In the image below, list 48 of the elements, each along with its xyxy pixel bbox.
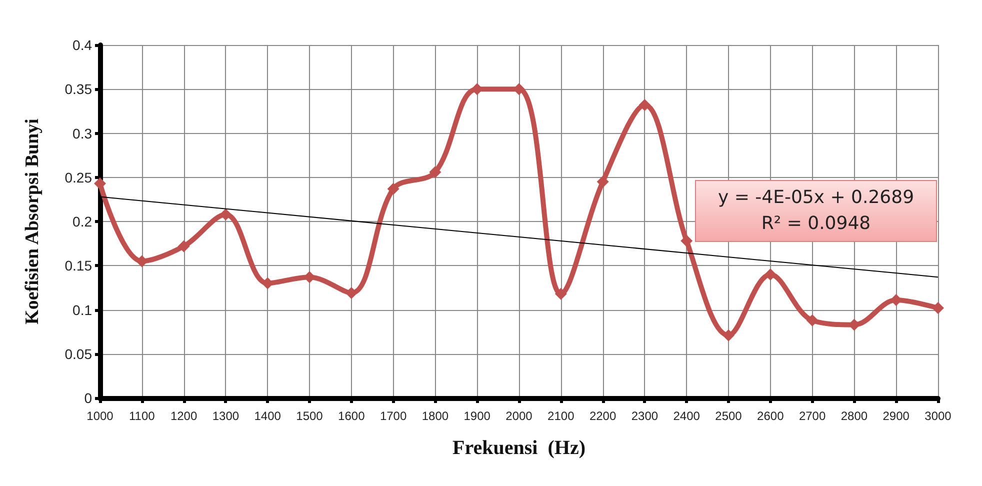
y-tick-label: 0.35 (64, 81, 92, 98)
y-tick-label: 0.2 (72, 214, 92, 230)
x-tick-label: 1400 (254, 409, 282, 423)
x-tick-label: 1300 (212, 409, 240, 423)
y-tick-label: 0.4 (72, 37, 92, 53)
point (345, 286, 358, 299)
y-tick-label: 0.25 (64, 169, 92, 186)
point (429, 166, 442, 178)
y-tick-label: 0.15 (64, 258, 92, 274)
point (596, 176, 609, 188)
x-tick-label: 2400 (673, 409, 700, 423)
x-tick-label: 2200 (589, 409, 616, 423)
x-tick-label: 2800 (840, 409, 868, 423)
point (178, 240, 190, 252)
x-tick-label: 2300 (631, 409, 658, 423)
point (554, 288, 567, 300)
point (722, 329, 734, 342)
x-tick-label: 1200 (170, 409, 198, 423)
x-axis-title: Frekuensi (Hz) (452, 437, 586, 459)
x-tick-label: 2600 (757, 409, 784, 423)
x-tick-label: 2700 (798, 409, 826, 423)
point (932, 302, 944, 314)
x-tick-label: 2900 (882, 409, 910, 423)
x-tick-label: 1100 (128, 409, 156, 423)
x-tick-label: 1500 (296, 409, 324, 423)
point (806, 314, 818, 326)
point (638, 99, 651, 112)
point (94, 178, 106, 190)
x-tick-label: 2100 (548, 409, 575, 423)
x-tick-label: 1700 (380, 409, 407, 423)
y-tick-label: 0.1 (72, 302, 92, 318)
y-tick-label: 0.05 (64, 346, 92, 362)
x-tick-label: 2500 (715, 409, 742, 423)
y-tick-label: 0.3 (72, 125, 92, 142)
point (764, 268, 776, 280)
x-tick-label: 1900 (464, 409, 491, 423)
point (387, 182, 400, 195)
x-tick-label: 1800 (422, 409, 449, 423)
point (220, 208, 232, 220)
x-tick-label: 1000 (86, 409, 114, 423)
y-tick-label: 0 (84, 390, 92, 406)
x-tick-label: 1600 (338, 409, 366, 423)
annotation: R² = 0.0948 (760, 212, 872, 236)
point (680, 234, 693, 247)
x-tick-label: 3000 (924, 409, 952, 423)
annotation: y = -4E-05x + 0.2689 (716, 186, 916, 210)
x-tick-label: 2000 (506, 409, 533, 423)
y-axis-title: Koefisien Absorpsi Bunyi (22, 118, 43, 324)
